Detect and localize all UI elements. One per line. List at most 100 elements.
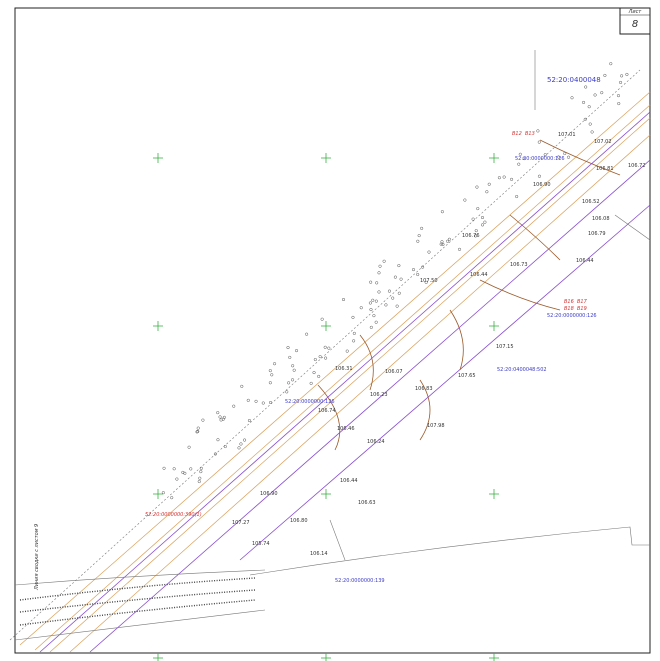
tree-point	[187, 445, 191, 449]
tree-point	[518, 152, 522, 156]
elevation: 106.31	[335, 366, 353, 372]
tree-point	[327, 346, 331, 350]
tree-point	[537, 140, 541, 144]
tree-point	[447, 237, 451, 241]
parcel-boundary	[239, 204, 651, 561]
grid-crosses	[153, 153, 499, 661]
tree-point	[197, 479, 201, 484]
parcel-boundary	[39, 111, 651, 653]
tree-point	[270, 373, 274, 377]
tree-point	[424, 280, 428, 284]
tree-point	[216, 411, 220, 415]
tree-point	[216, 438, 220, 442]
tree-point	[309, 381, 313, 385]
tree-point	[243, 438, 247, 442]
tree-points	[161, 62, 629, 500]
tree-point	[502, 175, 506, 179]
tree-point	[374, 299, 378, 303]
elevation: 107.65	[458, 373, 476, 379]
road-line	[49, 117, 651, 653]
road-line	[69, 134, 651, 653]
elevation: 106.81	[596, 166, 614, 172]
tree-point	[287, 381, 291, 385]
tree-point	[239, 442, 243, 446]
tree-point	[537, 174, 542, 178]
tree-point	[375, 281, 379, 285]
tree-point	[609, 62, 613, 66]
tree-point	[416, 272, 420, 277]
tree-point	[582, 100, 586, 104]
tree-point	[588, 122, 592, 126]
tree-point	[515, 194, 519, 199]
road-edge	[14, 609, 266, 641]
elevation: 106.44	[340, 478, 358, 484]
boundary	[329, 519, 346, 561]
tree-point	[247, 418, 251, 423]
tree-point	[341, 297, 346, 302]
tree-point	[218, 415, 222, 419]
elevation: 106.83	[415, 386, 433, 392]
sheet-number: 8	[632, 19, 638, 30]
tree-point	[313, 357, 317, 362]
tree-point	[183, 471, 187, 475]
tree-point	[616, 94, 621, 98]
tree-point	[323, 345, 327, 349]
tree-point	[543, 153, 547, 157]
elevation: 106.79	[588, 231, 606, 237]
tree-point	[369, 308, 373, 312]
marker: B17	[577, 299, 588, 305]
parcel-boundary	[89, 159, 651, 653]
elevation: 106.07	[385, 369, 403, 375]
elevation: 106.23	[370, 392, 388, 398]
tree-point	[305, 332, 309, 336]
tree-point	[374, 320, 378, 324]
tree-point	[268, 400, 273, 405]
tree-point	[517, 162, 521, 166]
tree-point	[457, 247, 462, 251]
tree-point	[162, 466, 166, 470]
boundary	[614, 214, 651, 241]
elevation: 107.50	[420, 278, 438, 284]
tree-point	[195, 430, 199, 434]
elevation: 106.80	[290, 518, 308, 524]
tree-point	[261, 401, 265, 405]
tree-point	[368, 301, 372, 305]
road-corridor	[9, 50, 651, 653]
parcel-label: 52:20:0000000:390(1)	[145, 512, 202, 518]
tree-point	[172, 467, 176, 471]
tree-point	[268, 381, 272, 385]
tree-point	[320, 317, 324, 321]
tree-point	[223, 444, 227, 449]
tree-point	[485, 190, 489, 194]
tree-point	[440, 240, 444, 244]
parcel-label: 52:20:0000000:126	[547, 313, 597, 319]
tree-point	[393, 275, 397, 279]
tree-point	[417, 234, 421, 238]
elevation: 107.15	[496, 344, 514, 350]
parcel-label: 52:20:0400048	[547, 76, 601, 84]
tree-point	[221, 417, 225, 421]
tree-point	[603, 73, 607, 77]
tree-point	[584, 85, 588, 89]
road-hatch	[19, 577, 256, 626]
tree-point	[213, 452, 217, 456]
parcel-label: 52:20:0400048:502	[497, 367, 547, 373]
elevation: 106.74	[318, 408, 336, 414]
marker: B18	[564, 306, 574, 312]
elevation: 106.44	[470, 272, 488, 278]
parcel-label: 52:20:0000000:126	[285, 399, 335, 405]
tree-point	[570, 96, 574, 100]
tree-point	[395, 304, 399, 308]
tree-point	[617, 102, 621, 106]
tree-point	[497, 176, 501, 180]
tree-point	[324, 356, 328, 360]
tree-point	[619, 80, 623, 84]
tree-point	[181, 470, 185, 474]
marker: B13	[525, 131, 535, 137]
road-line	[34, 104, 651, 651]
tree-point	[196, 426, 200, 430]
tree-point	[377, 271, 381, 275]
tree-point	[196, 429, 200, 433]
elevations: 107.01 107.02 106.72 106.81 106.90 106.5…	[232, 132, 646, 557]
